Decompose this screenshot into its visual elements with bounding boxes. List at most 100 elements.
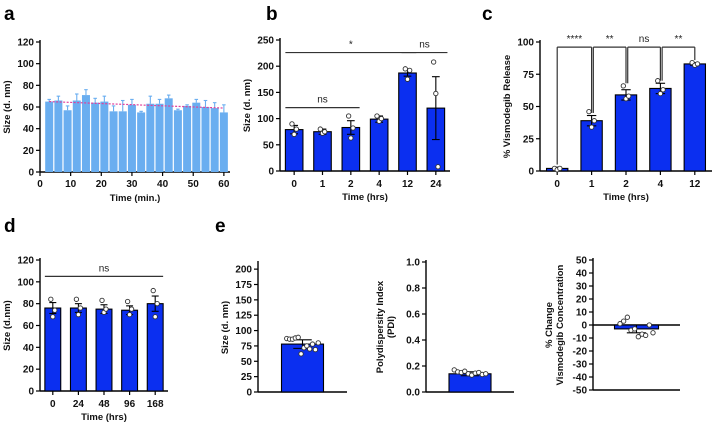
data-point — [293, 126, 300, 132]
x-tick-label: 0 — [50, 399, 56, 410]
y-tick-label: 0 — [28, 168, 34, 179]
data-point — [126, 311, 133, 318]
y-tick-label: 60 — [23, 103, 35, 114]
x-axis-label: Time (min.) — [110, 193, 161, 204]
x-tick-label: 2 — [623, 179, 629, 190]
x-tick-label: 20 — [96, 179, 108, 190]
data-point — [624, 314, 630, 320]
bar — [164, 98, 173, 172]
x-tick-label: 4 — [376, 179, 382, 190]
bar — [81, 95, 90, 172]
data-point — [307, 346, 313, 352]
y-axis-label: % Change — [544, 302, 555, 348]
bar — [121, 309, 139, 392]
data-point — [646, 322, 652, 328]
data-point — [75, 311, 82, 318]
y-tick-label: 50 — [523, 102, 535, 113]
significance-label: ** — [675, 34, 683, 45]
bar — [146, 103, 155, 172]
significance-label: ** — [606, 34, 614, 45]
y-tick-label: 200 — [257, 62, 274, 73]
data-point — [128, 306, 135, 312]
data-point — [617, 321, 623, 327]
y-tick-label: 40 — [576, 269, 588, 280]
bar — [63, 110, 72, 172]
data-point — [295, 334, 301, 340]
panel-letter-d: d — [4, 216, 16, 237]
data-point — [407, 67, 413, 74]
bar — [210, 108, 219, 172]
x-tick-label: 0 — [554, 179, 560, 190]
y-tick-label: 80 — [23, 299, 35, 310]
data-point — [345, 113, 352, 119]
y-tick-label: 20 — [576, 295, 588, 306]
y-tick-label: -50 — [573, 386, 588, 397]
x-tick-label: 24 — [430, 179, 442, 190]
y-tick-label: 120 — [17, 256, 34, 267]
x-tick-label: 24 — [73, 399, 85, 410]
data-point — [48, 296, 54, 302]
data-point — [643, 332, 649, 339]
chart-d: 0 20 40 60 80 100 120 0 24 48 96 168 ns Time (hrs) Siz… — [2, 256, 168, 423]
data-point — [402, 66, 408, 72]
y-tick-label: -20 — [573, 347, 588, 358]
panel-letter-a: a — [4, 4, 15, 25]
data-point — [626, 93, 632, 99]
data-point — [77, 305, 84, 311]
x-tick-label: 0 — [37, 179, 43, 190]
data-point — [591, 118, 597, 124]
y-tick-label: 125 — [235, 311, 252, 322]
data-point — [435, 164, 441, 170]
data-point — [309, 341, 316, 347]
y-tick-label: 75 — [523, 70, 535, 81]
data-point — [350, 125, 356, 131]
y-tick-label: 0.8 — [406, 284, 420, 295]
data-point — [430, 59, 437, 65]
bar — [201, 107, 210, 172]
bar — [69, 307, 87, 392]
data-point — [632, 326, 638, 332]
bar — [219, 112, 228, 172]
chart-e2: 0.0 0.2 0.4 0.6 0.8 1.0 Polydispersity Index (P… — [375, 258, 514, 399]
x-tick-label: 60 — [218, 179, 230, 190]
significance-label: ns — [639, 34, 650, 45]
data-point — [154, 301, 160, 307]
y-tick-label: 50 — [576, 256, 588, 267]
bar — [45, 101, 54, 172]
panel-letter-b: b — [266, 4, 278, 25]
x-tick-label: 30 — [126, 179, 138, 190]
y-tick-label: 0 — [581, 321, 587, 332]
data-point — [621, 318, 627, 324]
bar — [192, 102, 201, 172]
data-point — [52, 307, 58, 313]
y-tick-label: 150 — [257, 88, 274, 99]
chart-e3: -50 -40 -30 -20 -10 0 10 20 30 40 50 % Change Vismod… — [544, 256, 680, 397]
y-tick-label: 10 — [576, 308, 588, 319]
data-point — [99, 297, 105, 304]
bar — [614, 94, 638, 172]
data-point — [660, 87, 666, 93]
y-tick-label: 40 — [23, 343, 35, 354]
y-tick-label: 200 — [235, 265, 252, 276]
x-tick-label: 10 — [65, 179, 77, 190]
y-tick-label: -40 — [573, 373, 588, 384]
x-tick-label: 4 — [658, 179, 664, 190]
y-tick-label: 0.6 — [406, 310, 420, 321]
y-tick-label: 40 — [23, 124, 35, 135]
x-tick-label: 96 — [124, 399, 136, 410]
y-axis-label: Size (d. nm) — [242, 79, 253, 132]
data-point — [317, 126, 323, 132]
data-point — [655, 78, 661, 84]
panel-letter-e: e — [215, 216, 226, 237]
data-point — [50, 314, 56, 320]
data-point — [315, 340, 321, 346]
y-tick-label: 175 — [235, 280, 252, 291]
chart-a: 0 20 40 60 80 100 120 0 10 20 30 40 50 60 Time (min.) S… — [2, 38, 230, 204]
x-tick-label: 168 — [147, 399, 164, 410]
y-tick-label: 100 — [17, 277, 34, 288]
y-tick-label: 100 — [235, 326, 252, 337]
bar — [91, 102, 100, 172]
data-point — [312, 346, 319, 353]
y-axis-label: Polydispersity Index — [375, 280, 386, 373]
